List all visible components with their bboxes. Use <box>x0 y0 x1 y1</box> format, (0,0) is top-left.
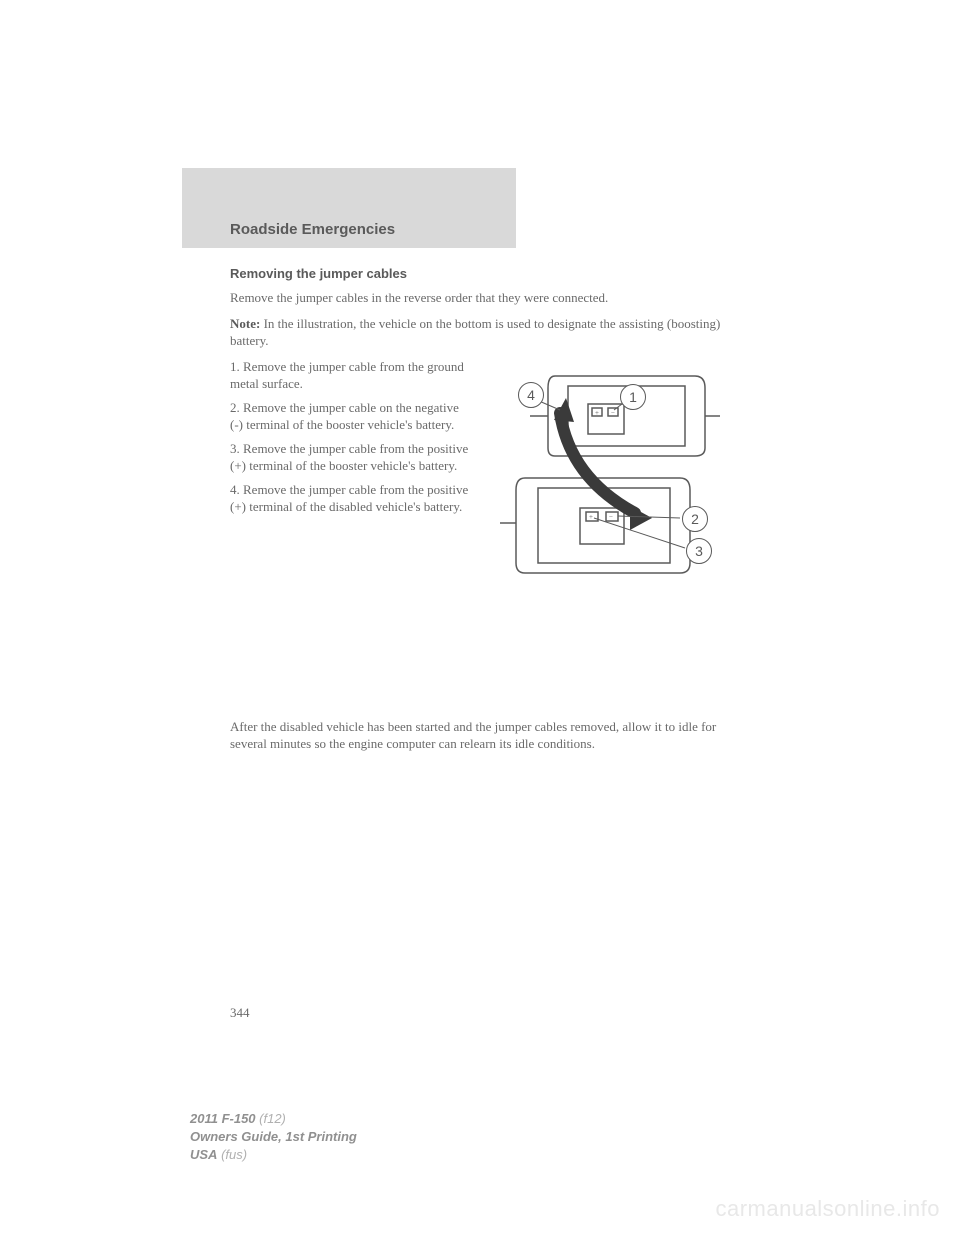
footer-region: USA <box>190 1147 217 1162</box>
page-content: Roadside Emergencies Removing the jumper… <box>0 0 960 753</box>
svg-text:−: − <box>609 513 613 521</box>
footer-code1: (f12) <box>256 1111 286 1126</box>
two-column-layout: 1. Remove the jumper cable from the grou… <box>230 358 730 598</box>
section-header: Roadside Emergencies <box>230 221 395 238</box>
footer-block: 2011 F-150 (f12) Owners Guide, 1st Print… <box>190 1110 357 1165</box>
header-band: Roadside Emergencies <box>182 168 516 248</box>
callout-3: 3 <box>686 538 712 564</box>
callout-2: 2 <box>682 506 708 532</box>
intro-paragraph: Remove the jumper cables in the reverse … <box>230 289 730 307</box>
subsection-title: Removing the jumper cables <box>230 266 730 281</box>
figure-column: + − + − <box>480 358 730 598</box>
step-1: 1. Remove the jumper cable from the grou… <box>230 358 470 393</box>
watermark: carmanualsonline.info <box>715 1196 940 1222</box>
callout-1: 1 <box>620 384 646 410</box>
jumper-cable-diagram: + − + − <box>480 358 730 598</box>
after-paragraph: After the disabled vehicle has been star… <box>230 718 730 753</box>
callout-4: 4 <box>518 382 544 408</box>
footer-model: 2011 F-150 <box>190 1111 256 1126</box>
footer-line-2: Owners Guide, 1st Printing <box>190 1128 357 1146</box>
note-paragraph: Note: In the illustration, the vehicle o… <box>230 315 730 350</box>
svg-text:+: + <box>589 513 593 521</box>
step-3: 3. Remove the jumper cable from the posi… <box>230 440 470 475</box>
footer-code2: (fus) <box>217 1147 247 1162</box>
footer-line-1: 2011 F-150 (f12) <box>190 1110 357 1128</box>
step-2: 2. Remove the jumper cable on the negati… <box>230 399 470 434</box>
page-number: 344 <box>230 1005 250 1021</box>
note-label: Note: <box>230 316 260 331</box>
note-text: In the illustration, the vehicle on the … <box>230 316 720 349</box>
svg-text:+: + <box>595 409 599 417</box>
steps-column: 1. Remove the jumper cable from the grou… <box>230 358 470 598</box>
footer-line-3: USA (fus) <box>190 1146 357 1164</box>
step-4: 4. Remove the jumper cable from the posi… <box>230 481 470 516</box>
